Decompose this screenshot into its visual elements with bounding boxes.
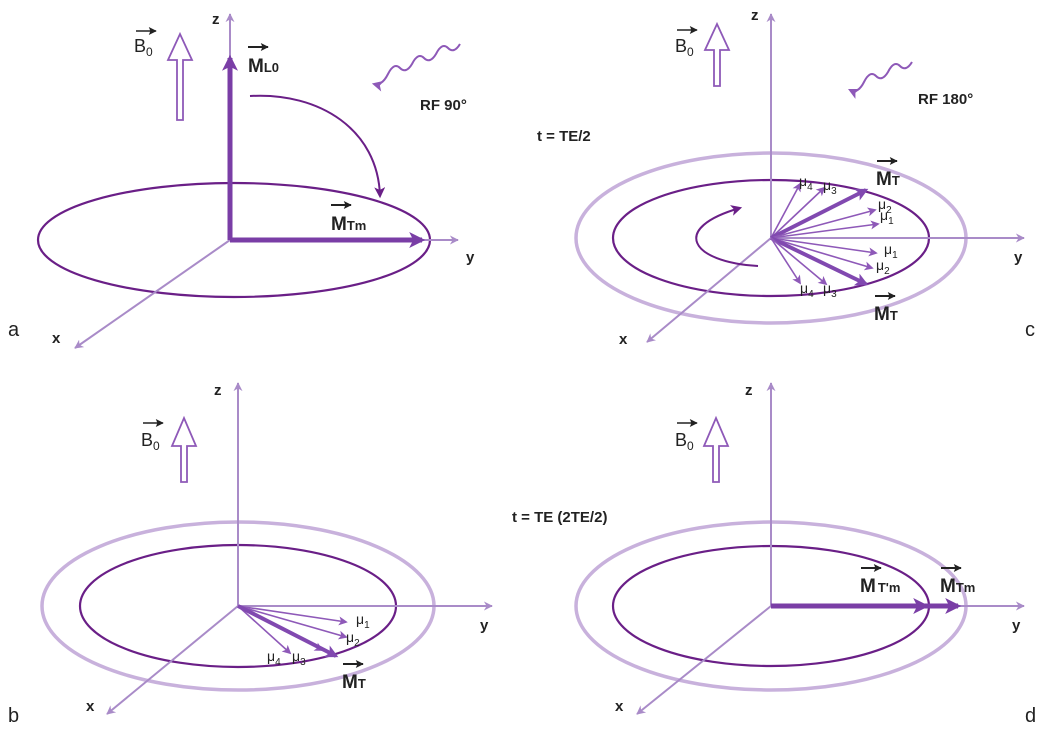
spin-vector (770, 207, 877, 239)
x-axis (636, 605, 772, 715)
mt-upper-label: MT (876, 169, 900, 190)
y-axis-label: y (466, 249, 475, 266)
mu-label: μ1 (884, 241, 898, 261)
mt-lower-vector (770, 236, 869, 286)
b0-label: B0 (675, 430, 694, 453)
spin-vector (237, 605, 348, 626)
spin-vector (770, 186, 826, 239)
y-axis-label: y (1014, 249, 1023, 266)
panel-a: z y x RF 90° B0 ML0 MTm a (8, 11, 475, 349)
mu-label: μ3 (823, 280, 837, 300)
spin-vector (770, 237, 801, 285)
rf-label: RF 180° (918, 91, 973, 108)
spin-vector (237, 605, 348, 640)
b0-field-icon (170, 415, 198, 483)
z-axis-label: z (212, 11, 220, 28)
b0-label: B0 (134, 36, 153, 59)
z-axis-label: z (745, 382, 753, 399)
x-axis (74, 239, 231, 349)
spin-vector (770, 237, 828, 286)
rf-pulse-icon (371, 43, 461, 92)
time-label: t = TE (2TE/2) (512, 509, 607, 526)
y-axis-label: y (1012, 617, 1021, 634)
z-axis-label: z (214, 382, 222, 399)
x-axis-label: x (619, 331, 628, 348)
spin-vector (770, 237, 874, 271)
rf-label: RF 90° (420, 97, 467, 114)
panel-d: z y x M T'm MTm t = TE (2TE/2) B0 d (512, 382, 1036, 727)
mt-vector (237, 604, 339, 658)
ml0-label: ML0 (248, 56, 279, 77)
panel-label-c: c (1025, 319, 1035, 341)
mu-label: μ1 (880, 207, 894, 227)
x-axis-label: x (86, 698, 95, 715)
mu-label: μ2 (346, 629, 360, 649)
panel-label-a: a (8, 319, 20, 341)
mtm-label: MTm (940, 576, 975, 597)
mtm-label: MTm (331, 214, 366, 235)
mu-label: μ4 (799, 173, 813, 193)
spin-vector (770, 220, 880, 239)
mu-label: μ3 (292, 648, 306, 668)
panel-c: z y x μ4 μ3 μ2 μ1 μ1 μ2 μ3 μ4 MT MT RF 1… (537, 7, 1035, 348)
panel-label-d: d (1025, 705, 1036, 727)
rotation-arrow (695, 205, 759, 267)
x-axis-label: x (615, 698, 624, 715)
time-label: t = TE/2 (537, 128, 591, 145)
mt-upper-vector (770, 188, 869, 240)
x-axis (646, 237, 772, 343)
mu-label: μ2 (878, 196, 892, 216)
b0-field-icon (702, 415, 730, 483)
b0-label: B0 (141, 430, 160, 453)
mu-label: μ3 (823, 177, 837, 197)
panel-b: z y x μ1 μ2 μ3 μ4 MT B0 b (8, 382, 493, 727)
b0-field-icon (703, 21, 731, 87)
x-axis (106, 605, 239, 715)
mu-label: μ4 (267, 648, 281, 668)
y-axis-label: y (480, 617, 489, 634)
b0-field-icon (166, 31, 194, 121)
mu-label: μ2 (876, 257, 890, 277)
x-axis-label: x (52, 330, 61, 347)
rf-pulse-icon (848, 61, 913, 99)
z-axis-label: z (751, 7, 759, 24)
spin-vector (770, 237, 878, 257)
spin-vector (237, 605, 292, 655)
mu-label: μ1 (356, 611, 370, 631)
mt-lower-label: MT (874, 304, 898, 325)
mt-label: MT (342, 672, 366, 693)
mtpm-label: M T'm (860, 576, 900, 597)
mu-label: μ4 (800, 280, 814, 300)
spin-vector (770, 182, 801, 239)
b0-label: B0 (675, 36, 694, 59)
flip-arrow (249, 94, 386, 199)
panel-label-b: b (8, 705, 19, 727)
